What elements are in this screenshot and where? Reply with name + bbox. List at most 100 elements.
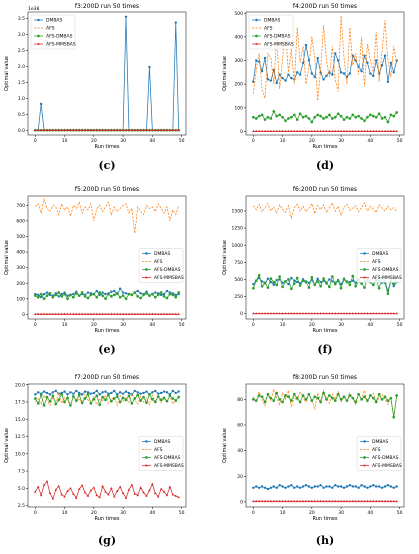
- data-point: [54, 488, 58, 491]
- data-point: [304, 397, 308, 401]
- data-point: [263, 56, 267, 60]
- data-point: [83, 128, 87, 132]
- data-point: [342, 312, 346, 315]
- x-tick-label: 20: [309, 138, 315, 144]
- data-point: [301, 485, 305, 488]
- data-point: [92, 391, 96, 395]
- data-point: [72, 295, 75, 299]
- legend-marker: [37, 34, 40, 38]
- data-point: [89, 401, 93, 405]
- data-point: [281, 400, 284, 404]
- data-point: [257, 394, 261, 398]
- x-tick-label: 40: [149, 138, 155, 144]
- y-tick-label: 300: [16, 265, 25, 271]
- data-point: [260, 485, 264, 488]
- legend-box: [356, 436, 402, 471]
- data-point: [377, 129, 381, 133]
- legend-marker: [37, 42, 40, 45]
- data-point: [296, 71, 299, 74]
- data-point: [295, 118, 299, 122]
- data-point: [281, 115, 284, 119]
- data-point: [130, 312, 134, 316]
- data-point: [101, 291, 104, 294]
- data-point: [310, 120, 314, 124]
- data-point: [48, 312, 52, 316]
- data-point: [139, 292, 142, 295]
- data-point: [348, 312, 352, 315]
- data-point: [392, 114, 396, 118]
- data-point: [336, 129, 340, 133]
- data-point: [110, 486, 113, 490]
- plot-frame: [245, 383, 405, 508]
- data-point: [260, 280, 264, 283]
- data-point: [110, 312, 113, 316]
- data-point: [380, 312, 384, 315]
- data-point: [34, 490, 37, 493]
- data-point: [383, 115, 387, 119]
- data-point: [83, 491, 87, 494]
- x-tick-label: 10: [280, 322, 286, 328]
- x-tick-label: 30: [338, 322, 344, 328]
- data-point: [307, 129, 311, 133]
- data-point: [151, 397, 154, 401]
- data-point: [263, 118, 267, 122]
- data-point: [345, 485, 349, 488]
- data-point: [333, 115, 337, 119]
- legend-box: [30, 14, 76, 50]
- data-point: [342, 277, 346, 281]
- data-point: [345, 129, 349, 133]
- data-point: [252, 312, 255, 315]
- data-point: [98, 495, 101, 499]
- data-point: [95, 128, 99, 132]
- data-point: [174, 21, 177, 24]
- data-point: [287, 499, 290, 503]
- panel-label: (c): [98, 159, 115, 172]
- series-line: [253, 201, 397, 220]
- data-point: [342, 486, 346, 489]
- data-point: [148, 489, 151, 492]
- data-point: [124, 15, 128, 18]
- data-point: [366, 312, 369, 315]
- chart-panel-1: f3:200D run 50 times 1e38 0 10 20 30 40 50 0.0 0.…: [4, 3, 187, 172]
- data-point: [115, 489, 119, 492]
- data-point: [171, 293, 175, 297]
- data-point: [278, 312, 281, 315]
- data-point: [310, 486, 314, 489]
- data-point: [80, 484, 84, 487]
- data-point: [295, 129, 299, 133]
- data-point: [357, 114, 360, 118]
- data-point: [86, 128, 90, 132]
- data-point: [75, 496, 78, 499]
- data-point: [272, 499, 276, 503]
- legend-marker: [363, 252, 366, 255]
- data-point: [298, 73, 302, 76]
- data-point: [325, 312, 328, 315]
- legend-label: DMBAS: [154, 439, 171, 445]
- y-axis-label: Optimal value: [222, 56, 228, 91]
- data-point: [72, 394, 75, 398]
- data-point: [72, 292, 75, 296]
- data-point: [171, 493, 175, 496]
- plot-frame: [27, 383, 187, 508]
- x-tick-label: 20: [91, 138, 97, 144]
- data-point: [287, 485, 290, 488]
- data-point: [89, 293, 93, 297]
- data-point: [136, 391, 139, 394]
- data-point: [168, 312, 172, 316]
- data-point: [322, 78, 325, 81]
- data-point: [275, 81, 278, 85]
- data-point: [395, 129, 398, 133]
- data-point: [360, 129, 363, 133]
- data-point: [154, 389, 157, 393]
- data-point: [48, 491, 52, 495]
- data-point: [351, 312, 355, 315]
- data-point: [130, 401, 134, 405]
- data-point: [45, 294, 49, 298]
- plot-frame: [245, 11, 405, 136]
- data-point: [118, 400, 122, 404]
- y-axis-label: Optimal value: [222, 428, 228, 463]
- data-point: [151, 391, 154, 394]
- data-point: [127, 391, 131, 395]
- data-point: [386, 312, 390, 315]
